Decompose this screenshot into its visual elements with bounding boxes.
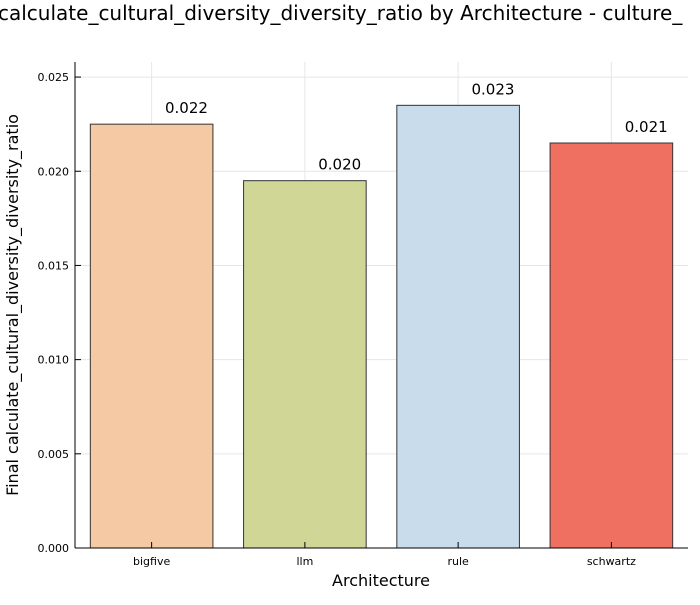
y-tick-label: 0.010	[38, 354, 70, 367]
y-tick-label: 0.020	[38, 165, 70, 178]
y-tick-label: 0.015	[38, 259, 70, 272]
bar-schwartz	[549, 142, 674, 549]
y-axis-label: Final calculate_cultural_diversity_diver…	[3, 114, 23, 496]
x-axis-label: Architecture	[332, 571, 430, 590]
y-tick-label: 0.025	[38, 71, 70, 84]
x-tick-label: bigfive	[133, 555, 170, 568]
chart-title: calculate_cultural_diversity_diversity_r…	[0, 1, 683, 25]
y-tick-label: 0.000	[38, 542, 70, 555]
data-label: 0.021	[625, 118, 668, 136]
data-label: 0.022	[165, 99, 208, 117]
bar-rule	[396, 104, 520, 549]
y-tick-label: 0.005	[38, 448, 70, 461]
x-tick-label: llm	[296, 555, 313, 568]
bar-llm	[243, 180, 367, 549]
label-layer: 0.000 0.005 0.010 0.015 0.020 0.025 bigfive 0.0…	[38, 71, 668, 568]
x-tick-label: schwartz	[587, 555, 636, 568]
data-label: 0.023	[471, 80, 514, 98]
data-label: 0.020	[318, 156, 361, 174]
x-tick-label: rule	[447, 555, 469, 568]
axis-layer	[74, 62, 688, 549]
bar-bigfive	[89, 123, 214, 549]
